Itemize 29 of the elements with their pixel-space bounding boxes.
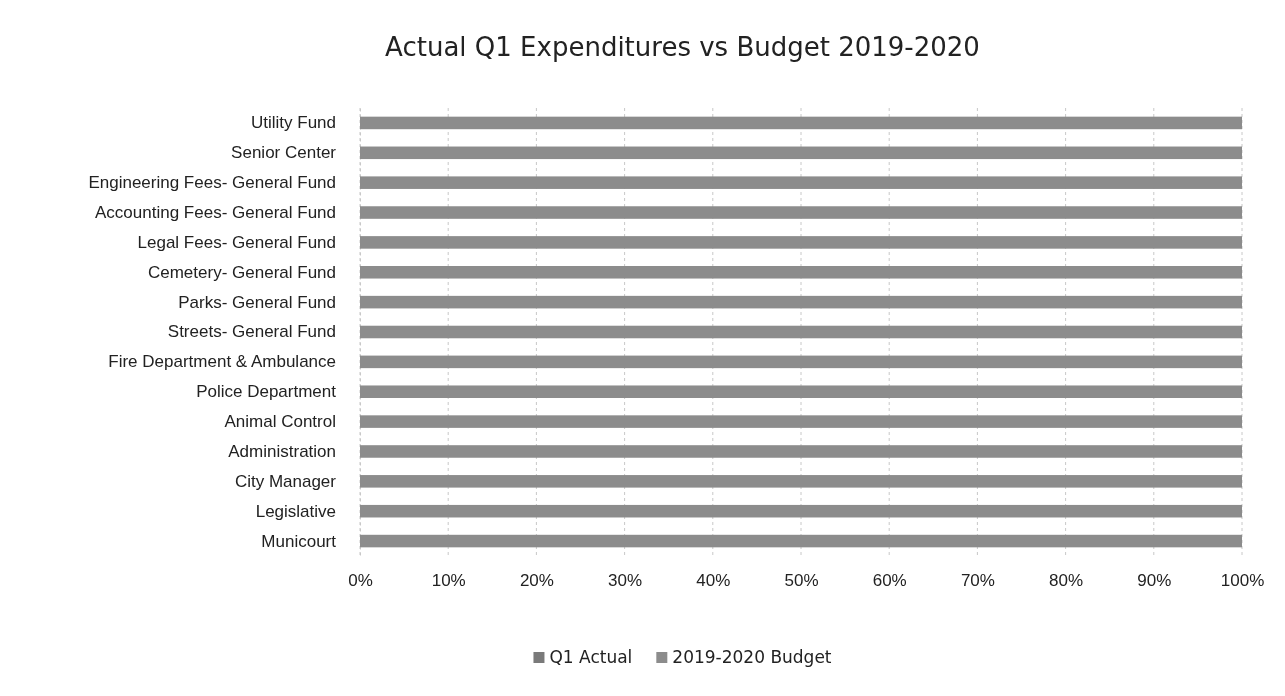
y-tick-label: Administration: [228, 441, 336, 461]
x-tick-label: 80%: [1049, 571, 1084, 591]
x-tick-label: 20%: [519, 571, 554, 591]
y-tick-label: Senior Center: [231, 143, 337, 163]
x-tick-label: 50%: [784, 571, 819, 591]
y-tick-label: Fire Department & Ambulance: [108, 352, 336, 372]
y-tick-label: Engineering Fees- General Fund: [88, 173, 336, 193]
y-tick-label: Police Department: [196, 382, 337, 402]
chart-title: Actual Q1 Expenditures vs Budget 2019-2020: [385, 32, 980, 62]
y-tick-label: Municourt: [261, 531, 337, 551]
y-tick-label: City Manager: [234, 471, 337, 491]
x-tick-label: 40%: [696, 571, 731, 591]
x-tick-label: 70%: [960, 571, 995, 591]
y-tick-label: Accounting Fees- General Fund: [95, 202, 336, 222]
legend-label: 2019-2020 Budget: [672, 647, 832, 667]
y-tick-label: Animal Control: [224, 412, 336, 432]
y-tick-label: Utility Fund: [250, 113, 336, 133]
y-tick-label: Cemetery- General Fund: [147, 262, 336, 282]
x-tick-label: 60%: [872, 571, 907, 591]
x-tick-label: 100%: [1220, 571, 1265, 591]
x-tick-label: 30%: [608, 571, 643, 591]
x-tick-label: 90%: [1137, 571, 1172, 591]
y-tick-label: Legal Fees- General Fund: [137, 232, 336, 252]
x-tick-label: 0%: [348, 571, 373, 591]
y-tick-label: Legislative: [255, 501, 336, 521]
y-tick-label: Parks- General Fund: [178, 292, 336, 312]
y-tick-label: Streets- General Fund: [167, 322, 336, 342]
x-tick-label: 10%: [431, 571, 466, 591]
legend-label: Q1 Actual: [549, 647, 633, 667]
